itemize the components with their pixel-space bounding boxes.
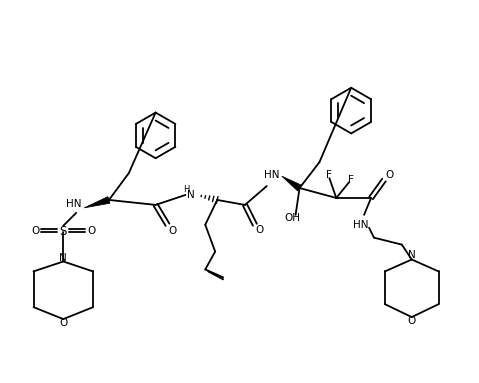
Text: H: H xyxy=(183,185,190,193)
Text: O: O xyxy=(386,170,394,180)
Text: N: N xyxy=(187,190,195,200)
Text: S: S xyxy=(59,225,67,238)
Text: N: N xyxy=(408,250,416,260)
Text: O: O xyxy=(256,225,264,235)
Text: F: F xyxy=(326,170,332,180)
Polygon shape xyxy=(84,196,110,208)
Text: N: N xyxy=(59,252,67,262)
Text: F: F xyxy=(348,175,354,185)
Text: O: O xyxy=(408,316,416,326)
Text: O: O xyxy=(59,318,68,328)
Text: O: O xyxy=(168,226,177,236)
Text: OH: OH xyxy=(285,213,301,223)
Text: O: O xyxy=(31,226,40,236)
Text: HN: HN xyxy=(354,220,369,230)
Text: HN: HN xyxy=(67,199,82,209)
Text: HN: HN xyxy=(264,170,280,180)
Text: O: O xyxy=(87,226,95,236)
Polygon shape xyxy=(282,176,301,191)
